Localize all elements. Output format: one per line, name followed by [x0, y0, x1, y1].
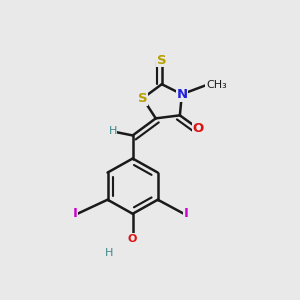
Text: S: S [157, 54, 166, 67]
Text: CH₃: CH₃ [206, 80, 227, 90]
Text: N: N [176, 88, 188, 101]
Text: H: H [108, 126, 117, 136]
Text: O: O [128, 234, 137, 244]
Text: S: S [138, 92, 148, 105]
Text: O: O [192, 122, 204, 135]
Text: H: H [105, 248, 114, 258]
Text: I: I [184, 207, 189, 220]
Text: I: I [73, 207, 77, 220]
